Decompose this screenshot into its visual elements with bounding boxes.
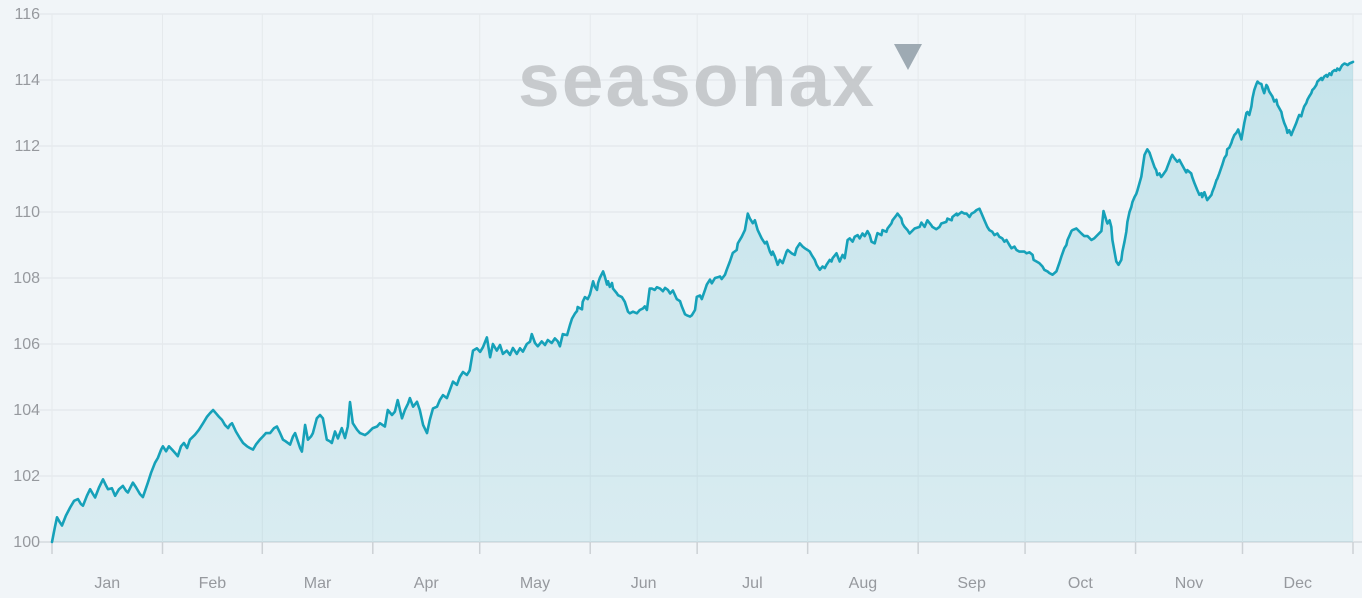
x-tick-label: Nov [1175, 575, 1203, 592]
x-tick-label: Jan [94, 575, 120, 592]
watermark-logo: seasonax [518, 38, 922, 122]
x-tick-label: Jul [742, 575, 762, 592]
y-tick-label: 104 [13, 402, 40, 419]
y-tick-label: 100 [13, 534, 40, 551]
x-tick-label: Feb [199, 575, 227, 592]
x-tick-label: Jun [631, 575, 657, 592]
area-fill [52, 61, 1353, 543]
x-tick-label: Oct [1068, 575, 1093, 592]
x-axis-ticks [51, 542, 1354, 554]
y-axis-labels: 100 102 104 106 108 110 112 114 116 [13, 6, 40, 551]
y-tick-label: 102 [13, 468, 40, 485]
down-triangle-icon [894, 44, 922, 70]
y-tick-label: 112 [14, 138, 40, 155]
y-tick-label: 108 [13, 270, 40, 287]
y-tick-label: 106 [13, 336, 40, 353]
x-tick-label: May [520, 575, 550, 592]
x-tick-label: Sep [957, 575, 986, 592]
y-tick-label: 114 [14, 72, 40, 89]
x-tick-label: Mar [304, 575, 332, 592]
x-tick-label: Dec [1284, 575, 1312, 592]
x-axis-labels: Jan Feb Mar Apr May Jun Jul Aug Sep Oct Nov Dec [94, 575, 1312, 592]
price-line[interactable] [50, 60, 1355, 544]
y-tick-label: 110 [14, 204, 40, 221]
y-tick-label: 116 [14, 6, 40, 23]
x-tick-label: Aug [849, 575, 877, 592]
x-tick-label: Apr [414, 575, 440, 592]
watermark-text: seasonax [518, 38, 876, 122]
